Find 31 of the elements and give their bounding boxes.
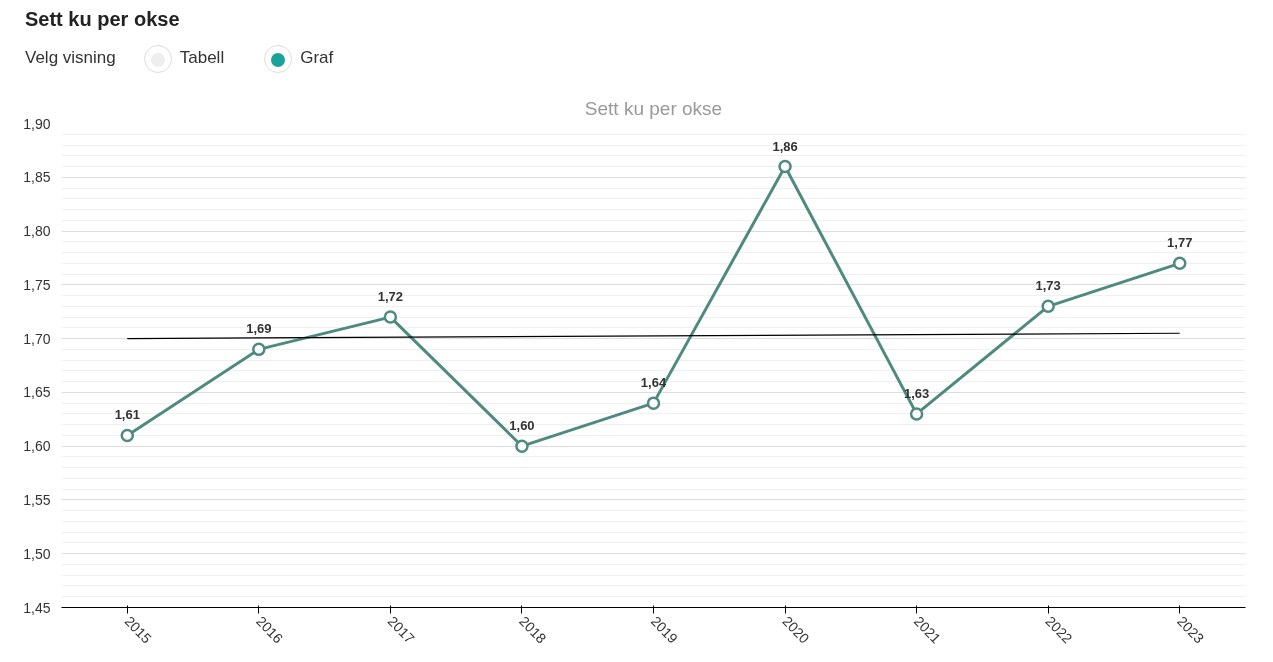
point bbox=[909, 407, 924, 421]
text: Tabell bbox=[179, 48, 225, 68]
chart-title: Sett ku per okse bbox=[25, 7, 180, 32]
y-tick-label: 1,55 bbox=[23, 491, 51, 508]
point bbox=[778, 159, 792, 174]
y-tick-label: 1,50 bbox=[23, 545, 51, 562]
point bbox=[383, 310, 398, 324]
y-tick-label: 1,80 bbox=[23, 223, 51, 240]
point bbox=[1172, 256, 1187, 271]
y-tick-label: 1,45 bbox=[23, 599, 51, 616]
data-label: 1,60 bbox=[509, 418, 535, 434]
data-label: 1,72 bbox=[377, 289, 404, 305]
point bbox=[252, 342, 266, 357]
y-tick-label: 1,60 bbox=[23, 438, 51, 455]
point bbox=[120, 428, 135, 443]
point bbox=[515, 439, 529, 453]
y-tick-label: 1,85 bbox=[23, 169, 51, 186]
data-label: 1,77 bbox=[1167, 235, 1193, 251]
chart-subtitle: Sett ku per okse bbox=[584, 97, 723, 119]
data-label: 1,69 bbox=[246, 321, 272, 337]
point bbox=[646, 396, 661, 410]
text: Graf bbox=[300, 48, 334, 68]
data-label: 1,86 bbox=[772, 138, 798, 154]
y-tick-label: 1,90 bbox=[23, 115, 51, 132]
y-tick-label: 1,65 bbox=[23, 384, 51, 401]
y-tick-label: 1,75 bbox=[23, 276, 51, 293]
data-label: 1,61 bbox=[114, 407, 140, 423]
text: Velg visning bbox=[25, 48, 116, 68]
point bbox=[1041, 299, 1055, 314]
data-label: 1,73 bbox=[1035, 278, 1061, 294]
y-tick-label: 1,70 bbox=[23, 330, 51, 347]
